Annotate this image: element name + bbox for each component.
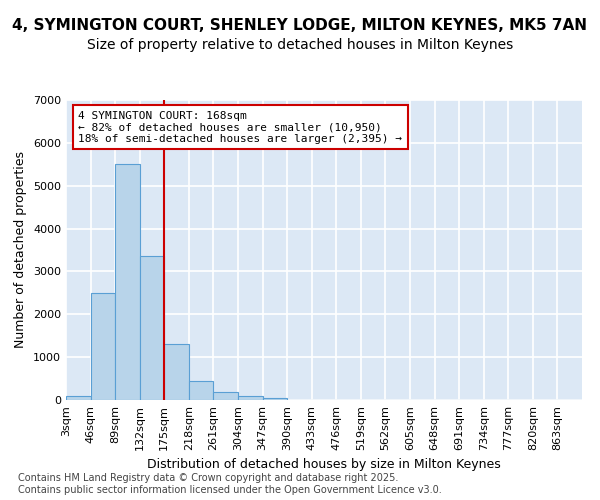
Text: Contains HM Land Registry data © Crown copyright and database right 2025.
Contai: Contains HM Land Registry data © Crown c… bbox=[18, 474, 442, 495]
Bar bbox=[214, 392, 238, 400]
Y-axis label: Number of detached properties: Number of detached properties bbox=[14, 152, 28, 348]
Text: 4 SYMINGTON COURT: 168sqm
← 82% of detached houses are smaller (10,950)
18% of s: 4 SYMINGTON COURT: 168sqm ← 82% of detac… bbox=[78, 110, 402, 144]
Bar bbox=[164, 344, 189, 400]
Bar bbox=[189, 380, 214, 400]
Text: 4, SYMINGTON COURT, SHENLEY LODGE, MILTON KEYNES, MK5 7AN: 4, SYMINGTON COURT, SHENLEY LODGE, MILTO… bbox=[13, 18, 587, 32]
Bar bbox=[140, 256, 164, 400]
Bar bbox=[91, 293, 115, 400]
Text: Size of property relative to detached houses in Milton Keynes: Size of property relative to detached ho… bbox=[87, 38, 513, 52]
Bar bbox=[115, 164, 140, 400]
Bar bbox=[238, 396, 263, 400]
Bar bbox=[263, 398, 287, 400]
X-axis label: Distribution of detached houses by size in Milton Keynes: Distribution of detached houses by size … bbox=[147, 458, 501, 471]
Bar bbox=[66, 396, 91, 400]
